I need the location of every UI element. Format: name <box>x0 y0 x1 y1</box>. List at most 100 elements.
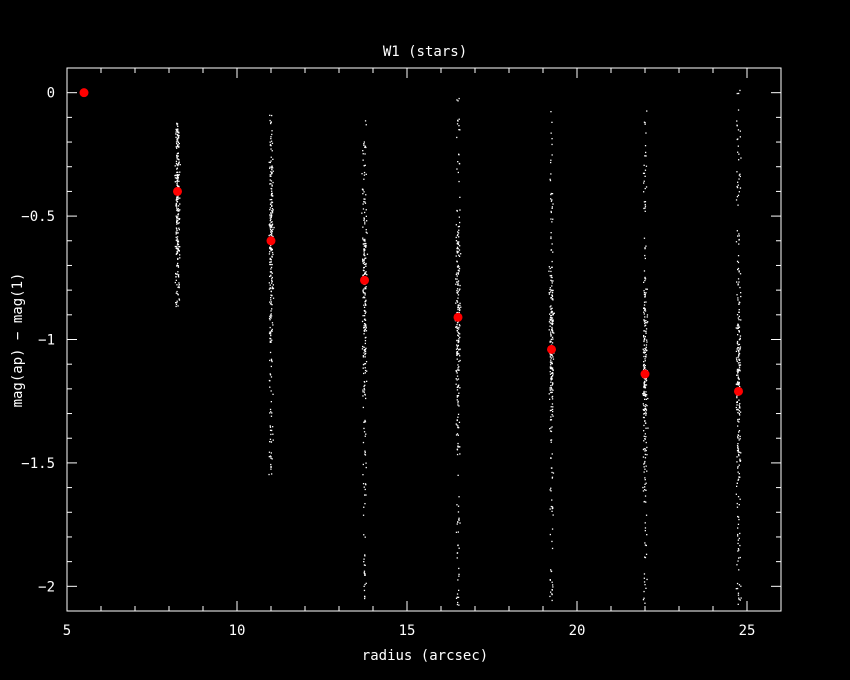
scatter-point <box>736 485 738 487</box>
scatter-point <box>269 426 272 428</box>
scatter-point <box>645 346 647 348</box>
scatter-point <box>551 310 553 313</box>
scatter-point <box>739 273 742 275</box>
scatter-point <box>272 235 274 238</box>
scatter-point <box>549 325 551 327</box>
scatter-point <box>269 319 271 321</box>
scatter-point <box>550 270 552 273</box>
scatter-point <box>176 265 178 267</box>
scatter-point <box>365 209 367 211</box>
scatter-point <box>736 409 738 411</box>
scatter-point <box>739 364 742 366</box>
scatter-point <box>736 186 738 188</box>
scatter-point <box>737 523 740 525</box>
scatter-point <box>644 279 646 282</box>
scatter-point <box>737 516 740 518</box>
scatter-point <box>739 386 741 388</box>
scatter-point <box>552 358 555 360</box>
scatter-point <box>550 132 552 134</box>
scatter-point <box>644 398 646 400</box>
scatter-point <box>458 567 460 570</box>
scatter-point <box>645 356 647 358</box>
scatter-point <box>269 301 271 303</box>
scatter-point <box>643 382 645 384</box>
scatter-point <box>268 332 271 334</box>
scatter-point <box>645 332 647 334</box>
scatter-point <box>643 413 645 415</box>
scatter-point <box>736 564 738 566</box>
scatter-point <box>552 298 554 300</box>
scatter-point <box>176 123 179 125</box>
scatter-point <box>456 433 459 435</box>
scatter-point <box>456 243 458 245</box>
scatter-point <box>176 199 178 201</box>
scatter-point <box>643 301 646 303</box>
scatter-point <box>457 521 459 523</box>
scatter-point <box>174 181 176 183</box>
y-tick-label: −0.5 <box>21 209 55 225</box>
scatter-point <box>645 288 647 290</box>
scatter-point <box>737 317 739 319</box>
scatter-point <box>177 125 179 127</box>
scatter-point <box>644 450 646 452</box>
scatter-point <box>737 437 739 439</box>
scatter-point <box>550 297 553 299</box>
scatter-point <box>364 201 366 203</box>
scatter-point <box>738 383 740 385</box>
scatter-point <box>176 143 178 145</box>
scatter-point <box>177 213 179 216</box>
scatter-point <box>456 261 458 263</box>
scatter-point <box>362 243 364 245</box>
scatter-point <box>643 349 645 352</box>
scatter-point <box>175 205 177 207</box>
scatter-point <box>457 404 459 406</box>
scatter-point <box>646 454 648 456</box>
scatter-point <box>175 133 177 135</box>
scatter-point <box>176 201 178 203</box>
scatter-point <box>363 325 365 327</box>
scatter-point <box>271 308 273 310</box>
scatter-point <box>268 456 270 458</box>
scatter-point <box>177 134 179 136</box>
scatter-point <box>365 246 367 248</box>
scatter-point <box>176 181 178 183</box>
scatter-point <box>643 337 646 340</box>
scatter-point <box>552 332 554 334</box>
scatter-point <box>177 136 179 138</box>
scatter-point <box>271 232 273 234</box>
scatter-point <box>737 436 739 438</box>
scatter-point <box>550 210 552 213</box>
scatter-point <box>737 255 740 257</box>
scatter-point <box>272 228 274 231</box>
scatter-point <box>737 467 739 469</box>
scatter-point <box>175 276 177 278</box>
scatter-point <box>270 218 272 220</box>
scatter-point <box>644 420 646 422</box>
scatter-point <box>739 335 742 337</box>
scatter-point <box>177 219 179 222</box>
scatter-point <box>270 452 272 454</box>
scatter-point <box>457 297 459 299</box>
scatter-point <box>269 167 271 169</box>
scatter-point <box>645 155 647 157</box>
scatter-point <box>643 471 645 473</box>
scatter-point <box>737 283 739 285</box>
scatter-point <box>174 245 176 248</box>
scatter-point <box>363 267 365 269</box>
scatter-point <box>645 354 647 356</box>
scatter-point <box>737 368 739 370</box>
scatter-point <box>551 589 553 591</box>
scatter-point <box>737 594 740 596</box>
scatter-point <box>363 263 366 265</box>
scatter-point <box>551 372 553 374</box>
scatter-column <box>735 89 742 605</box>
scatter-point <box>271 188 273 190</box>
scatter-point <box>365 229 367 231</box>
scatter-point <box>643 336 645 338</box>
scatter-point <box>362 237 364 239</box>
scatter-point <box>269 246 271 249</box>
scatter-point <box>738 309 740 311</box>
scatter-point <box>456 168 458 170</box>
scatter-point <box>643 390 645 393</box>
scatter-point <box>455 236 457 239</box>
